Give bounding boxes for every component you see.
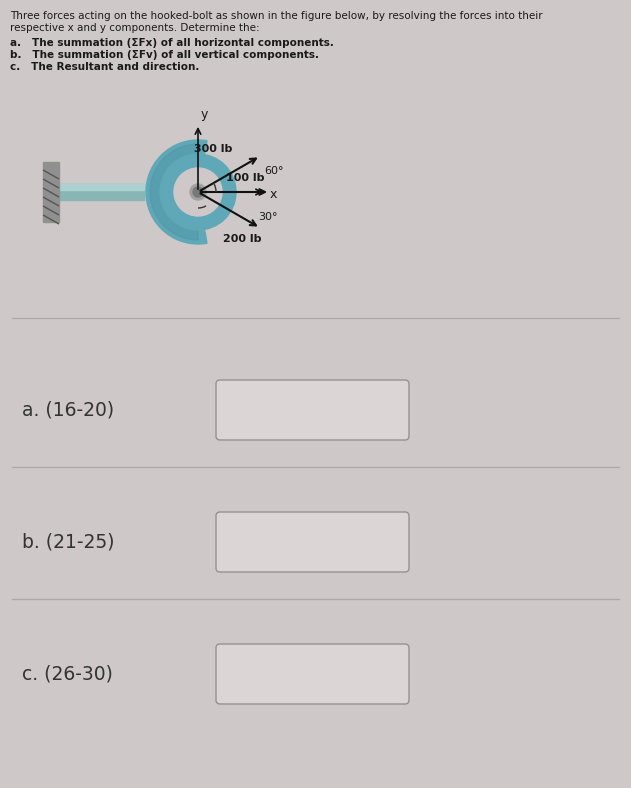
Text: ∨: ∨	[384, 669, 394, 683]
Bar	[43, 162, 59, 222]
Text: 60°: 60°	[264, 166, 284, 176]
Polygon shape	[150, 144, 198, 240]
Circle shape	[160, 154, 236, 230]
Text: [ Choose: [ Choose	[234, 533, 307, 551]
Text: Three forces acting on the hooked-bolt as shown in the figure below, by resolvin: Three forces acting on the hooked-bolt a…	[10, 11, 543, 21]
Text: y: y	[201, 108, 208, 121]
Text: [ Choose: [ Choose	[234, 665, 307, 683]
FancyBboxPatch shape	[216, 644, 409, 704]
Circle shape	[190, 184, 206, 200]
Text: 200 lb: 200 lb	[223, 234, 262, 244]
Text: b. (21-25): b. (21-25)	[22, 533, 114, 552]
Text: ∨: ∨	[384, 537, 394, 551]
Bar	[59, 184, 144, 191]
Circle shape	[193, 187, 203, 197]
Circle shape	[174, 168, 222, 216]
Text: c.   The Resultant and direction.: c. The Resultant and direction.	[10, 62, 199, 72]
Polygon shape	[146, 140, 207, 244]
Text: 30°: 30°	[258, 212, 278, 222]
Text: a. (16-20): a. (16-20)	[22, 400, 114, 419]
Text: b.   The summation (ΣFv) of all vertical components.: b. The summation (ΣFv) of all vertical c…	[10, 50, 319, 60]
FancyBboxPatch shape	[216, 512, 409, 572]
Text: 0: 0	[177, 194, 184, 204]
Text: x: x	[270, 188, 278, 200]
Text: a.   The summation (ΣFx) of all horizontal components.: a. The summation (ΣFx) of all horizontal…	[10, 38, 334, 48]
Text: c. (26-30): c. (26-30)	[22, 664, 113, 683]
Text: respective x and y components. Determine the:: respective x and y components. Determine…	[10, 23, 259, 33]
Text: ∨: ∨	[384, 405, 394, 419]
Text: [ Choose: [ Choose	[234, 401, 307, 419]
Bar	[59, 184, 144, 200]
FancyBboxPatch shape	[216, 380, 409, 440]
Text: 300 lb: 300 lb	[194, 144, 232, 154]
Text: 100 lb: 100 lb	[226, 173, 264, 183]
